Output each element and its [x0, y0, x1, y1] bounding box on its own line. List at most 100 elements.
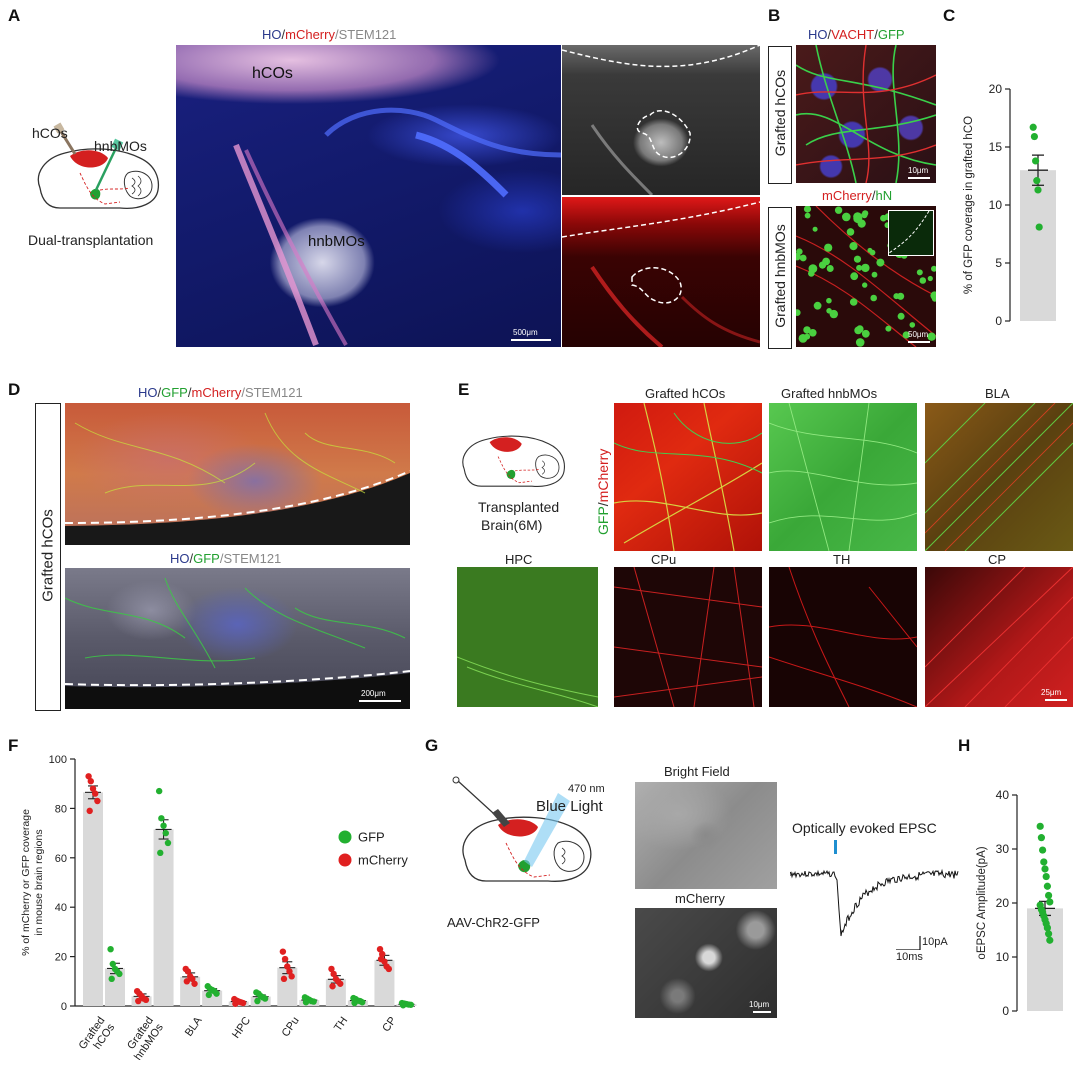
- scale-bar-label: 500μm: [513, 328, 538, 337]
- panel-label-a: A: [8, 6, 21, 25]
- data-point: [1036, 822, 1044, 830]
- data-point: [92, 790, 99, 797]
- nucleus-dot: [857, 219, 866, 228]
- data-point: [1034, 186, 1042, 194]
- panel-b-top-side-label: Grafted hCOs: [772, 69, 788, 157]
- panel-e-side-label-part: GFP: [595, 506, 611, 535]
- y-tick-label: 20: [989, 82, 1003, 96]
- panel-e-caption-2: Brain(6M): [481, 517, 543, 533]
- schematic-caption: Dual-transplantation: [28, 232, 154, 248]
- nucleus-dot: [804, 333, 811, 340]
- nucleus-dot: [893, 293, 900, 300]
- data-point: [359, 999, 366, 1006]
- x-tick-label-line: TH: [332, 1015, 350, 1034]
- bar: [1020, 170, 1056, 321]
- y-axis-label-line: % of mCherry or GFP coverage: [20, 809, 32, 956]
- epsc-trace-line: [790, 868, 959, 937]
- nucleus-dot: [867, 247, 873, 253]
- bar: [131, 996, 152, 1006]
- trace-scale-x: 10ms: [896, 951, 923, 963]
- x-tick-label-line: CP: [380, 1015, 399, 1034]
- data-point: [160, 822, 167, 829]
- data-point: [155, 787, 163, 795]
- scale-bar-label: 25μm: [1041, 688, 1062, 697]
- nucleus-dot: [796, 253, 801, 261]
- data-point: [109, 960, 117, 968]
- micrograph-label-hcos: hCOs: [252, 65, 293, 82]
- panel-b-top-title-part: VACHT: [831, 27, 875, 42]
- nucleus-dot: [849, 242, 858, 251]
- data-point: [1039, 846, 1047, 854]
- data-point: [351, 999, 358, 1007]
- panel-b-bottom-title-part: mCherry: [822, 188, 872, 203]
- data-point: [261, 995, 269, 1002]
- nucleus-dot: [876, 258, 885, 267]
- panel-d-top-title-part: /: [187, 385, 192, 400]
- data-point: [205, 991, 213, 999]
- tile-grafted-hnbmos: [769, 403, 917, 551]
- legend-marker: [338, 830, 352, 844]
- nucleus-dot: [855, 338, 865, 347]
- data-point: [1043, 924, 1051, 932]
- panel-b-inset: [888, 210, 934, 256]
- x-tick-label: HPC: [230, 1015, 253, 1041]
- panel-e-caption-1: Transplanted: [478, 499, 560, 515]
- tile-bla: [925, 403, 1073, 551]
- y-tick-label: 0: [61, 1001, 67, 1013]
- data-point: [183, 978, 191, 985]
- panel-a-gray-channel: [562, 45, 760, 195]
- nucleus-dot: [829, 309, 838, 319]
- panel-d-bottom-title: HO/GFP/STEM121: [170, 551, 281, 566]
- nucleus-dot: [826, 297, 832, 304]
- y-tick-label: 40: [55, 902, 67, 914]
- panel-d-bottom-title-part: GFP: [193, 551, 220, 566]
- y-tick-label: 30: [996, 842, 1010, 856]
- data-point: [1043, 882, 1051, 890]
- data-point: [189, 975, 196, 983]
- panel-b-bottom-micrograph: 50μm: [796, 206, 936, 347]
- scale-bar: [908, 341, 930, 343]
- data-point: [284, 963, 291, 970]
- mcherry-image: 10μm: [635, 908, 777, 1018]
- panel-a-title-part: HO: [262, 27, 282, 42]
- nucleus-dot: [850, 272, 859, 281]
- nucleus-dot: [853, 255, 862, 263]
- panel-d-bottom-title-part: /: [189, 551, 194, 566]
- panel-d-side-box: Grafted hCOs: [35, 403, 61, 711]
- panel-label-d: D: [8, 380, 21, 399]
- x-tick-label-line: CPu: [280, 1015, 302, 1039]
- x-tick-label-line: HPC: [230, 1015, 253, 1041]
- data-point: [1042, 872, 1050, 881]
- nucleus-dot: [796, 309, 801, 316]
- nucleus-dot: [861, 211, 868, 219]
- panel-c-chart: 0 5 10 15 20 % of GFP coverage in grafted hCO: [963, 82, 1056, 328]
- panel-label-c: C: [943, 6, 956, 25]
- panel-a-red-channel: [562, 197, 760, 347]
- bar: [153, 829, 174, 1006]
- panel-b-bottom-side-label: Grafted hnbMOs: [772, 224, 788, 328]
- scale-bar: [1045, 699, 1067, 701]
- data-point: [239, 999, 247, 1007]
- data-point: [85, 773, 92, 780]
- epsc-trace: [790, 840, 959, 950]
- data-point: [379, 950, 386, 958]
- panel-a-title-part: /STEM121: [334, 27, 397, 42]
- panel-a-title-part: mCherry: [285, 27, 335, 42]
- data-point: [337, 980, 344, 987]
- data-point: [1033, 177, 1041, 185]
- data-point: [1041, 865, 1049, 873]
- nucleus-dot: [834, 206, 843, 214]
- panel-a-micrograph: hCOs hnbMOs 500μm: [176, 45, 561, 347]
- scale-bar: [359, 700, 401, 702]
- data-point: [232, 1000, 239, 1007]
- panel-d-top-title-part: /STEM121: [241, 385, 303, 400]
- light-label: Blue Light: [536, 798, 603, 815]
- tile-cpu: [614, 567, 762, 707]
- data-point: [1035, 223, 1043, 231]
- data-point: [158, 815, 165, 822]
- y-tick-label: 10: [989, 198, 1003, 212]
- data-point: [407, 1001, 415, 1008]
- nucleus-dot: [871, 271, 878, 278]
- data-point: [279, 948, 287, 955]
- data-point: [1045, 930, 1053, 938]
